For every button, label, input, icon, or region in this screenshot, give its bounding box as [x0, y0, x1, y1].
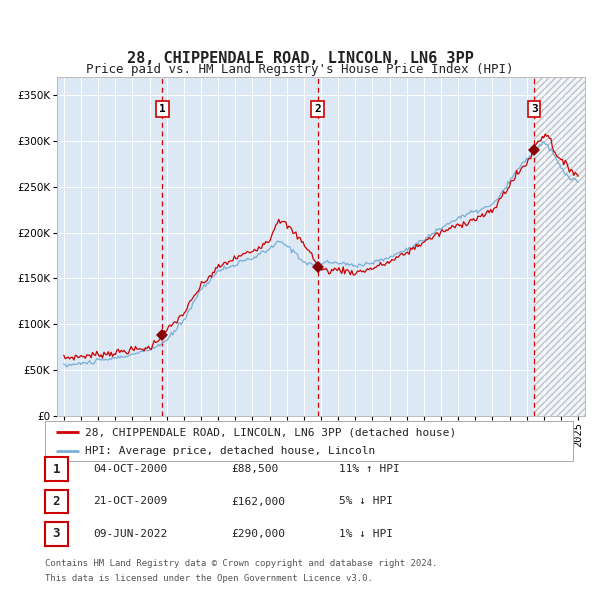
Text: 1% ↓ HPI: 1% ↓ HPI: [339, 529, 393, 539]
Text: 1: 1: [53, 463, 60, 476]
Text: 21-OCT-2009: 21-OCT-2009: [93, 497, 167, 506]
Text: 1: 1: [159, 104, 166, 114]
Text: 3: 3: [53, 527, 60, 540]
Text: 09-JUN-2022: 09-JUN-2022: [93, 529, 167, 539]
Bar: [534, 77, 585, 416]
Text: £88,500: £88,500: [231, 464, 278, 474]
Text: 04-OCT-2000: 04-OCT-2000: [93, 464, 167, 474]
Text: 2: 2: [53, 495, 60, 508]
Text: This data is licensed under the Open Government Licence v3.0.: This data is licensed under the Open Gov…: [45, 574, 373, 583]
Text: 28, CHIPPENDALE ROAD, LINCOLN, LN6 3PP: 28, CHIPPENDALE ROAD, LINCOLN, LN6 3PP: [127, 51, 473, 66]
Text: 11% ↑ HPI: 11% ↑ HPI: [339, 464, 400, 474]
Text: 5% ↓ HPI: 5% ↓ HPI: [339, 497, 393, 506]
Text: Price paid vs. HM Land Registry's House Price Index (HPI): Price paid vs. HM Land Registry's House …: [86, 63, 514, 76]
Text: HPI: Average price, detached house, Lincoln: HPI: Average price, detached house, Linc…: [85, 447, 375, 456]
Text: Contains HM Land Registry data © Crown copyright and database right 2024.: Contains HM Land Registry data © Crown c…: [45, 559, 437, 568]
Text: £162,000: £162,000: [231, 497, 285, 506]
Text: 3: 3: [531, 104, 538, 114]
Text: £290,000: £290,000: [231, 529, 285, 539]
Text: 28, CHIPPENDALE ROAD, LINCOLN, LN6 3PP (detached house): 28, CHIPPENDALE ROAD, LINCOLN, LN6 3PP (…: [85, 428, 456, 438]
Text: 2: 2: [314, 104, 321, 114]
